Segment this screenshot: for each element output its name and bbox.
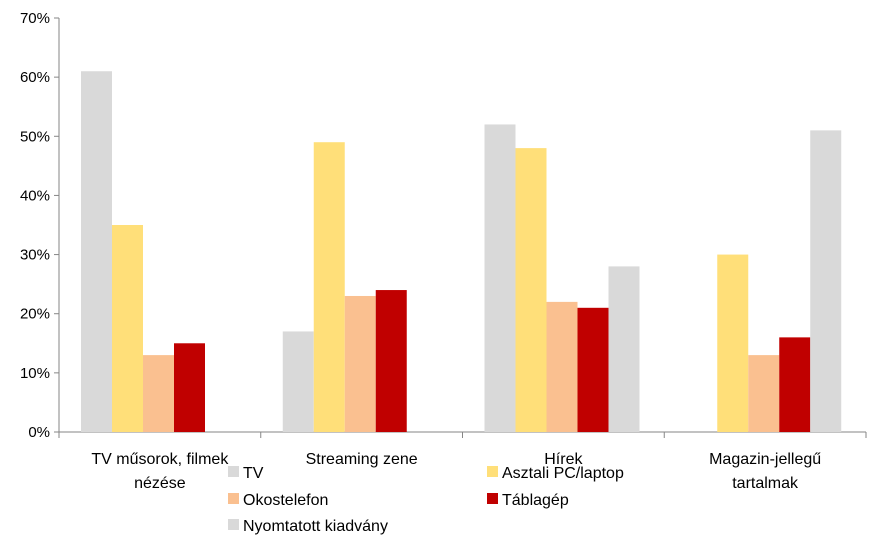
y-tick-label: 0% [28, 424, 50, 441]
bar [546, 301, 578, 432]
bar [375, 290, 407, 432]
bar [112, 225, 143, 432]
y-tick-label: 60% [20, 69, 50, 86]
y-tick-label: 40% [20, 187, 50, 204]
bar [717, 254, 749, 432]
bar [577, 307, 609, 432]
bar [748, 355, 780, 432]
bar [608, 266, 640, 432]
bar [174, 343, 205, 432]
bar [484, 124, 516, 432]
x-category-label: nézése [134, 475, 186, 492]
legend-label: Nyomtatott kiadvány [243, 518, 388, 535]
y-tick-label: 10% [20, 365, 50, 382]
legend-swatch [228, 519, 239, 530]
bar [313, 142, 345, 432]
legend-swatch [228, 466, 239, 477]
y-tick-label: 70% [20, 10, 50, 27]
x-category-label: Hírek [544, 451, 583, 468]
y-tick-label: 30% [20, 247, 50, 264]
x-category-label: Streaming zene [306, 451, 418, 468]
legend-label: Asztali PC/laptop [502, 465, 624, 482]
y-tick-label: 50% [20, 128, 50, 145]
bar [779, 337, 811, 432]
legend-label: Okostelefon [243, 492, 328, 509]
y-tick-label: 20% [20, 306, 50, 323]
bar [143, 355, 174, 432]
bar [344, 295, 376, 432]
legend-label: TV [243, 465, 264, 482]
x-category-label: tartalmak [732, 475, 799, 492]
legend-swatch [228, 493, 239, 504]
legend-swatch [487, 493, 498, 504]
bar [282, 331, 314, 432]
x-category-label: TV műsorok, filmek [91, 451, 229, 468]
x-category-label: Magazin-jellegű [709, 451, 821, 468]
legend-swatch [487, 466, 498, 477]
bar [81, 71, 112, 432]
bar [810, 130, 842, 432]
legend-label: Táblagép [502, 492, 569, 509]
bar [515, 148, 547, 432]
